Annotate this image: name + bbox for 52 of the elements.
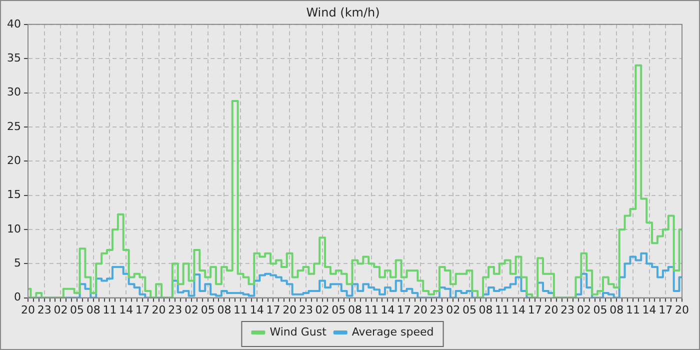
y-tick-label: 25 bbox=[6, 120, 21, 133]
x-tick-label: 02 bbox=[576, 303, 591, 316]
legend-label: Average speed bbox=[352, 325, 434, 338]
y-tick-label: 20 bbox=[6, 154, 21, 167]
x-tick-label: 17 bbox=[135, 303, 150, 316]
x-tick-label: 02 bbox=[315, 303, 330, 316]
x-tick-label: 08 bbox=[86, 303, 100, 316]
x-tick-label: 02 bbox=[446, 303, 460, 316]
x-tick-label: 20 bbox=[282, 303, 297, 316]
chart-title: Wind (km/h) bbox=[306, 5, 380, 20]
x-tick-label: 14 bbox=[642, 303, 656, 316]
x-tick-label: 11 bbox=[234, 303, 248, 316]
x-tick-label: 23 bbox=[430, 303, 444, 316]
x-tick-label: 23 bbox=[168, 303, 182, 316]
x-tick-label: 08 bbox=[478, 303, 493, 316]
y-tick-label: 40 bbox=[6, 17, 21, 30]
x-tick-label: 17 bbox=[397, 303, 412, 316]
y-tick-label: 30 bbox=[6, 86, 21, 99]
x-tick-label: 05 bbox=[70, 303, 84, 316]
x-tick-label: 05 bbox=[332, 303, 346, 316]
x-tick-label: 02 bbox=[54, 303, 68, 316]
x-tick-label: 20 bbox=[152, 303, 166, 316]
x-tick-label: 23 bbox=[560, 303, 575, 316]
x-tick-label: 17 bbox=[266, 303, 280, 316]
x-tick-label: 05 bbox=[200, 303, 215, 316]
x-tick-label: 11 bbox=[626, 303, 640, 316]
x-tick-label: 17 bbox=[658, 303, 673, 316]
x-tick-label: 20 bbox=[675, 303, 689, 316]
y-tick-label: 10 bbox=[6, 222, 21, 236]
y-tick-label: 35 bbox=[6, 51, 21, 64]
x-tick-label: 17 bbox=[528, 303, 542, 316]
x-tick-label: 14 bbox=[250, 303, 264, 316]
legend-label: Wind Gust bbox=[270, 325, 328, 338]
x-tick-label: 14 bbox=[512, 303, 526, 316]
x-tick-label: 14 bbox=[119, 303, 134, 316]
x-tick-label: 08 bbox=[348, 303, 362, 316]
x-tick-label: 23 bbox=[298, 303, 313, 316]
y-tick-label: 5 bbox=[14, 256, 21, 270]
x-tick-label: 08 bbox=[610, 303, 624, 316]
x-tick-label: 14 bbox=[380, 303, 395, 316]
x-tick-label: 20 bbox=[544, 303, 558, 316]
x-tick-label: 11 bbox=[495, 303, 510, 316]
x-tick-label: 11 bbox=[364, 303, 378, 316]
x-tick-label: 20 bbox=[413, 303, 428, 316]
x-tick-label: 05 bbox=[462, 303, 476, 316]
x-tick-label: 11 bbox=[102, 303, 117, 316]
x-tick-label: 08 bbox=[217, 303, 232, 316]
y-tick-label: 15 bbox=[6, 188, 21, 202]
x-tick-label: 02 bbox=[184, 303, 198, 316]
x-tick-label: 23 bbox=[37, 303, 52, 316]
y-tick-label: 0 bbox=[14, 290, 21, 304]
x-tick-label: 05 bbox=[593, 303, 608, 316]
